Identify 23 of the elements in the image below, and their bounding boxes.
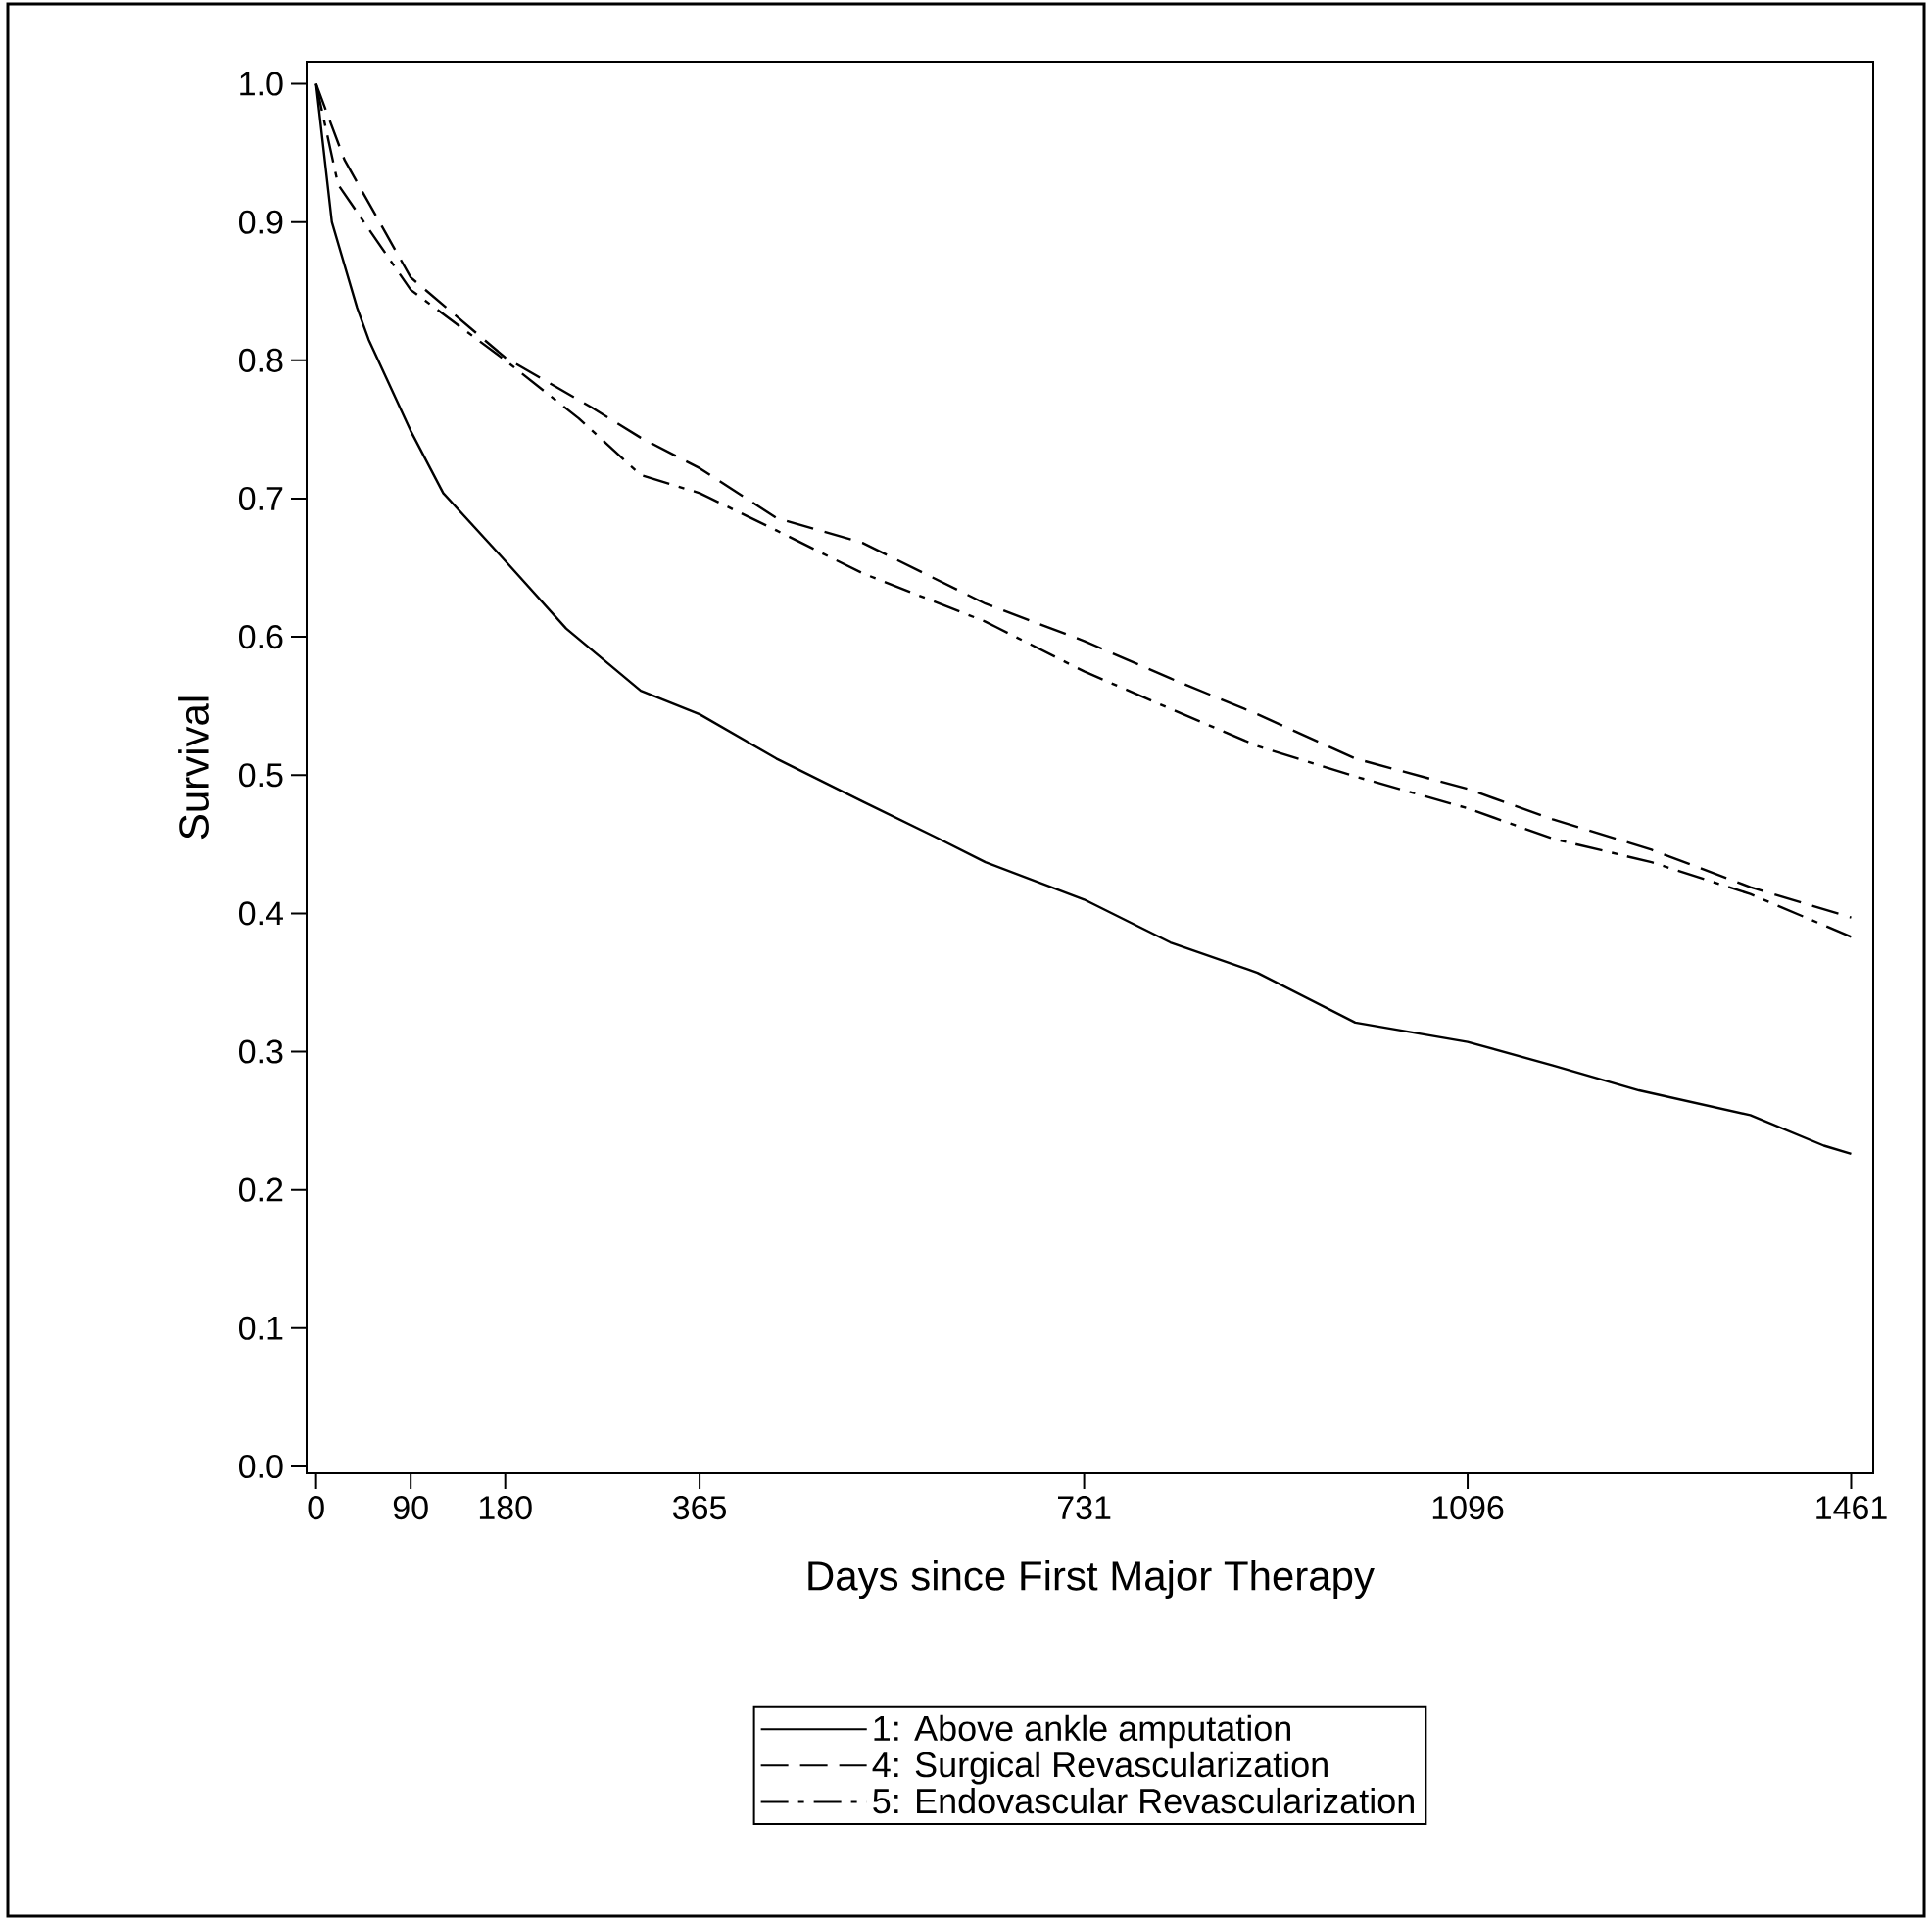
- y-tick-label: 0.3: [239, 1039, 283, 1064]
- x-tick-label: 1096: [1432, 1496, 1504, 1520]
- y-tick-label: 0.1: [239, 1316, 283, 1340]
- y-tick-label: 0.4: [239, 901, 283, 926]
- x-tick-label: 1461: [1816, 1496, 1887, 1520]
- y-tick-label: 1.0: [240, 72, 283, 96]
- y-axis-title: Survival: [178, 696, 209, 840]
- x-tick-label: 731: [1058, 1496, 1111, 1520]
- legend-label: 1: Above ankle amputation: [874, 1714, 1290, 1749]
- x-axis-title: Days since First Major Therapy: [808, 1560, 1375, 1600]
- y-tick-label: 0.9: [239, 210, 283, 234]
- legend-label: 5: Endovascular Revascularization: [873, 1787, 1414, 1814]
- y-tick-label: 0.6: [239, 625, 283, 649]
- y-tick-label: 0.5: [239, 763, 283, 788]
- legend-label: 4: Surgical Revascularization: [872, 1751, 1328, 1785]
- x-tick-label: 180: [479, 1496, 532, 1520]
- y-tick-label: 0.7: [239, 486, 283, 511]
- x-tick-label: 90: [393, 1496, 428, 1520]
- x-tick-label: 365: [673, 1496, 727, 1520]
- y-tick-label: 0.0: [239, 1454, 283, 1478]
- x-tick-label: 0: [308, 1496, 324, 1520]
- y-tick-label: 0.8: [239, 348, 283, 372]
- y-tick-label: 0.2: [239, 1177, 283, 1202]
